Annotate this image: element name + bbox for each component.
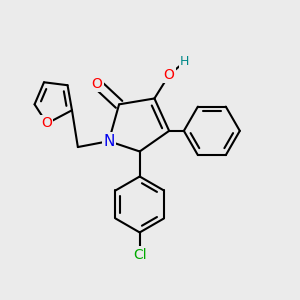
Text: O: O [41, 116, 52, 130]
Text: O: O [92, 77, 102, 91]
Text: O: O [164, 68, 175, 82]
Text: N: N [103, 134, 115, 149]
Text: H: H [180, 55, 189, 68]
Text: Cl: Cl [133, 248, 146, 262]
